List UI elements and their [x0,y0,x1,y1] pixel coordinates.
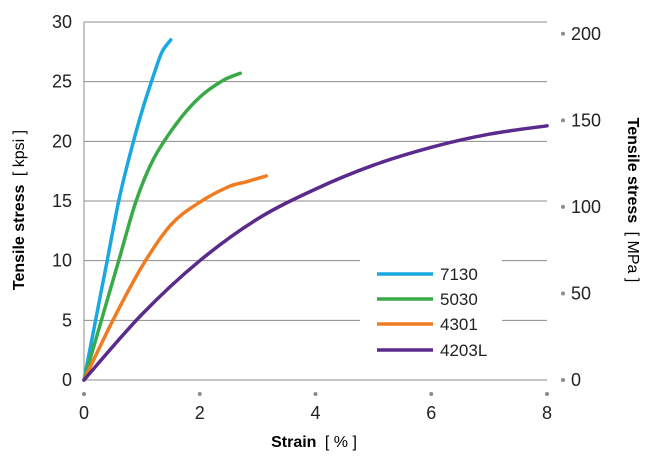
y-right-tick-label: 200 [571,24,601,44]
y-left-tick-label: 15 [52,191,72,211]
y-right-tick-label: 100 [571,197,601,217]
y-left-tick-label: 5 [62,310,72,330]
legend-background [360,260,502,374]
series-line-4301 [82,174,269,382]
y-right-tick-dot [561,31,565,36]
y-left-tick-label: 20 [52,131,72,151]
y-left-tick-label: 10 [52,251,72,271]
legend: 7130 5030 4301 4203L [360,260,502,374]
y-right-axis-title: Tensile stress [ MPa ] [624,118,641,283]
y-left-tick-label: 30 [52,12,72,32]
y-right-axis-title-main: Tensile stress [624,118,641,224]
y-right-tick-dot [561,291,565,296]
x-tick-label: 2 [195,403,205,423]
y-right-axis-title-unit: [ MPa ] [624,232,641,283]
series-line-4203l [82,124,549,382]
series-lines [82,38,549,382]
x-axis-title: Strain [ % ] [271,434,357,451]
legend-label-7130: 7130 [440,265,478,284]
y-right-tick-dot [561,378,565,382]
y-left-axis-title-main: Tensile stress [11,184,28,290]
legend-label-5030: 5030 [440,290,478,309]
y-left-tick-label: 25 [52,72,72,92]
series-line-7130 [82,38,173,382]
x-tick-dot [313,392,318,396]
x-axis-title-unit: [ % ] [325,434,357,451]
legend-label-4203l: 4203L [440,341,487,360]
x-tick-dot [429,392,434,396]
grid-lines [83,21,547,381]
x-tick-label: 6 [426,403,436,423]
x-axis-title-main: Strain [271,434,316,451]
y-right-tick-label: 0 [571,370,581,390]
x-tick-label: 8 [542,403,552,423]
series-line-5030 [82,71,243,382]
y-left-axis-title: Tensile stress [ kpsi ] [11,130,28,290]
y-right-tick-label: 150 [571,110,601,130]
x-tick-dot [545,392,549,396]
x-tick-dot [197,392,202,396]
y-left-axis-title-unit: [ kpsi ] [11,130,28,176]
y-right-tick-label: 50 [571,283,591,303]
x-tick-dot [82,392,86,396]
y-left-tick-label: 0 [62,370,72,390]
x-tick-label: 0 [79,403,89,423]
y-right-tick-dot [561,204,565,209]
x-tick-label: 4 [310,403,320,423]
y-right-tick-dot [561,118,565,123]
legend-label-4301: 4301 [440,315,478,334]
